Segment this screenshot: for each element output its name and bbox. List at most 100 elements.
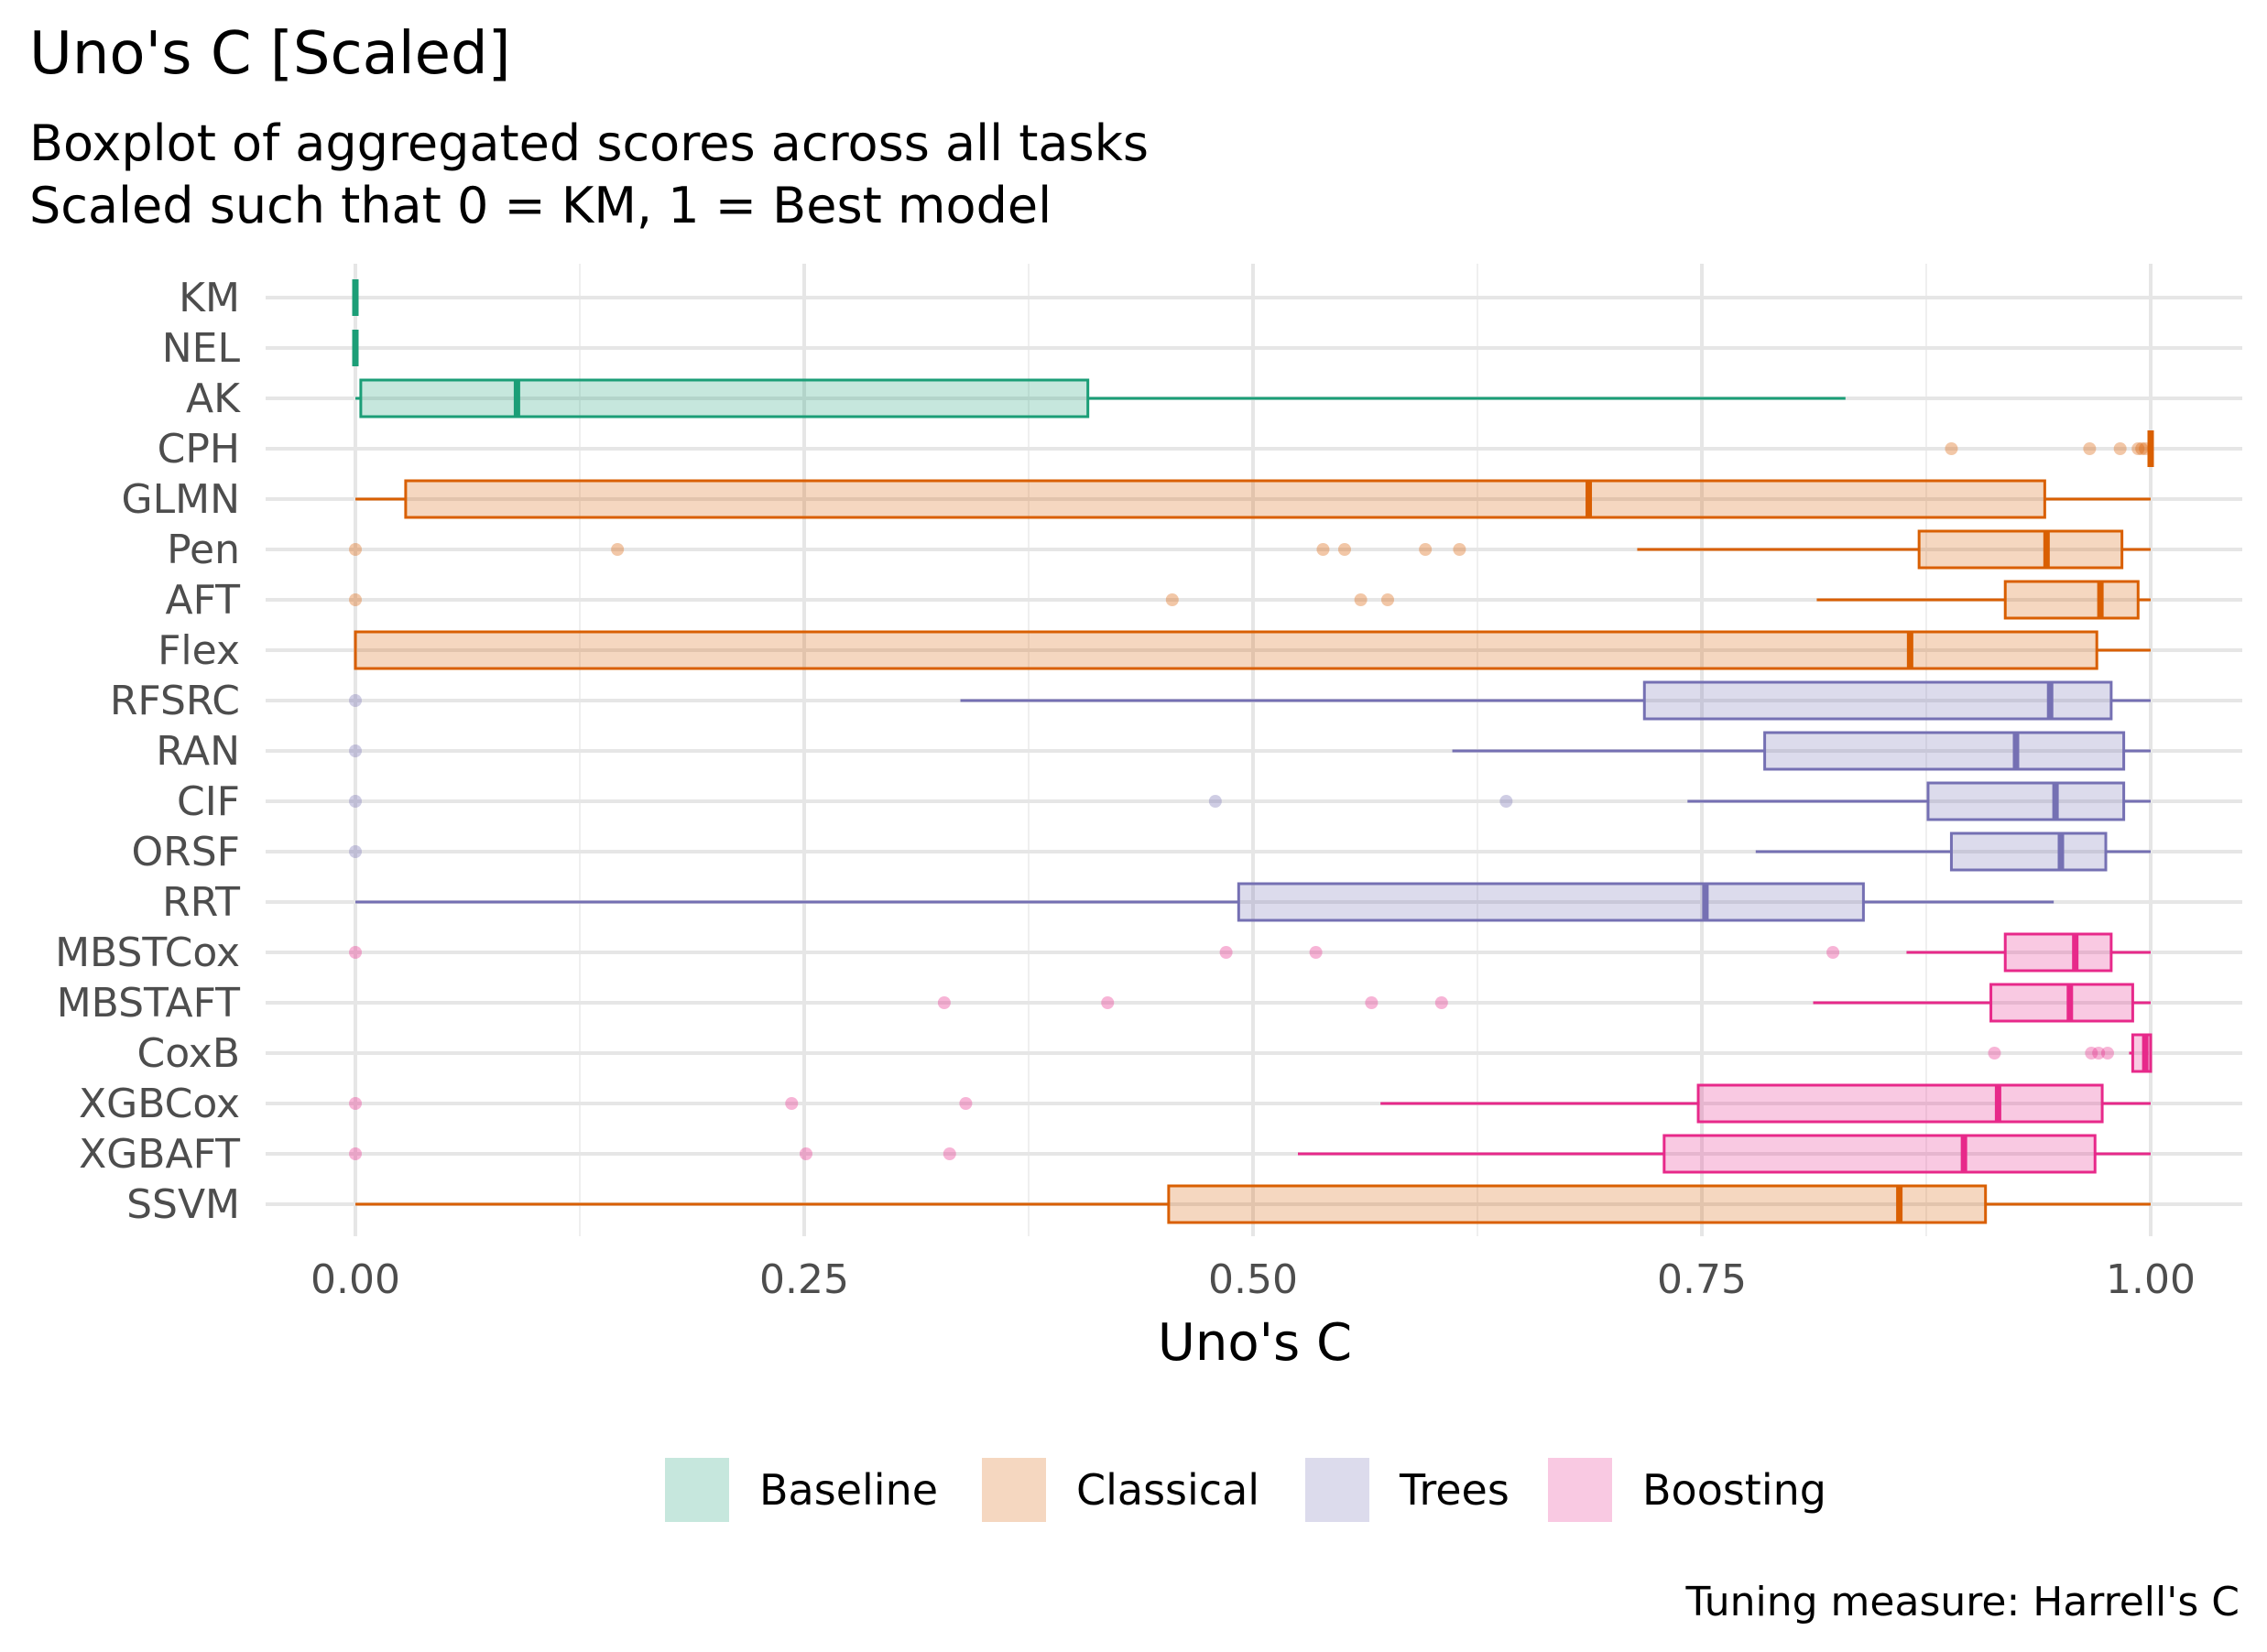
box: [404, 479, 2046, 519]
outlier-point: [937, 996, 951, 1009]
outlier-point: [799, 1147, 812, 1160]
outlier-point: [2135, 442, 2149, 455]
outlier-point: [943, 1147, 956, 1160]
boxplot-ak: [355, 378, 1846, 418]
box: [2003, 580, 2140, 620]
x-tick-label: 0.75: [1657, 1256, 1747, 1303]
outlier-point: [1945, 442, 1958, 455]
boxplot-rfsrc: [349, 680, 2151, 721]
box: [1926, 781, 2126, 821]
box: [2003, 932, 2113, 973]
y-tick-label: CoxB: [136, 1030, 240, 1077]
y-tick-label: MBSTAFT: [57, 980, 240, 1027]
boxplot-rrt: [355, 882, 2054, 922]
outlier-point: [349, 946, 362, 959]
y-tick-label: RFSRC: [110, 678, 240, 724]
boxplot-aft: [349, 580, 2151, 620]
y-tick-label: XGBCox: [79, 1081, 240, 1127]
outlier-point: [349, 1147, 362, 1160]
box: [1167, 1184, 1988, 1224]
y-tick-label: XGBAFT: [79, 1131, 240, 1178]
boxplot-cif: [349, 781, 2151, 821]
y-tick-label: AK: [186, 375, 241, 422]
y-tick-label: KM: [179, 275, 240, 321]
y-tick-label: ORSF: [132, 829, 240, 875]
box: [354, 630, 2098, 670]
y-tick-label: Flex: [158, 627, 240, 674]
x-tick-label: 0.25: [759, 1256, 849, 1303]
y-tick-label: SSVM: [126, 1181, 240, 1228]
outlier-point: [1208, 795, 1222, 808]
x-tick-label: 0.50: [1208, 1256, 1298, 1303]
legend-item-boosting: Boosting: [1548, 1458, 1826, 1522]
legend-swatch: [982, 1458, 1046, 1522]
y-tick-label: RAN: [156, 728, 240, 775]
box: [1237, 882, 1865, 922]
y-tick-label: GLMN: [122, 476, 241, 523]
box: [359, 378, 1090, 418]
outlier-point: [1826, 946, 1840, 959]
legend-swatch: [1548, 1458, 1612, 1522]
y-tick-label: CPH: [158, 426, 240, 473]
outlier-point: [1316, 543, 1330, 556]
outlier-point: [1499, 795, 1513, 808]
outlier-point: [349, 543, 362, 556]
y-tick-label: NEL: [162, 325, 241, 372]
x-tick-label: 1.00: [2106, 1256, 2196, 1303]
outlier-point: [1434, 996, 1448, 1009]
box: [1662, 1134, 2097, 1174]
outlier-point: [1337, 543, 1351, 556]
outlier-point: [785, 1097, 799, 1110]
boxplot-glmn: [355, 479, 2151, 519]
outlier-point: [1453, 543, 1466, 556]
x-axis-title: Uno's C: [1158, 1313, 1352, 1373]
boxplot-coxb: [1988, 1033, 2153, 1073]
boxplot-pen: [349, 529, 2151, 570]
legend-item-classical: Classical: [982, 1458, 1259, 1522]
legend-swatch: [1305, 1458, 1369, 1522]
label-layer: 0.00 0.25 0.50 0.75 1.00 KMNELAKCPHGLMNPenAFT…: [55, 275, 2196, 1303]
boxplot-orsf: [349, 831, 2151, 872]
legend-item-trees: Trees: [1305, 1458, 1510, 1522]
y-tick-label: MBSTCox: [55, 929, 240, 976]
legend: Baseline Classical Trees Boosting: [665, 1458, 1826, 1522]
outlier-point: [349, 593, 362, 606]
chart-caption: Tuning measure: Harrell's C: [1685, 1579, 2240, 1625]
outlier-point: [959, 1097, 973, 1110]
legend-swatch: [665, 1458, 729, 1522]
x-tick-label: 0.00: [311, 1256, 400, 1303]
box: [1763, 731, 2126, 771]
outlier-point: [2092, 1047, 2106, 1060]
outlier-point: [1988, 1047, 2001, 1060]
outlier-point: [1309, 946, 1323, 959]
box: [1696, 1083, 2104, 1124]
box: [1949, 831, 2108, 872]
legend-label: Classical: [1076, 1465, 1259, 1515]
legend-label: Baseline: [759, 1465, 938, 1515]
outlier-point: [2083, 442, 2097, 455]
chart-subtitle-line-1: Boxplot of aggregated scores across all …: [29, 114, 1149, 172]
boxplot-mbstcox: [349, 932, 2151, 973]
outlier-point: [611, 543, 625, 556]
y-tick-label: RRT: [162, 879, 240, 926]
y-tick-label: AFT: [165, 577, 240, 624]
legend-label: Trees: [1399, 1465, 1510, 1515]
box: [1917, 529, 2124, 570]
outlier-point: [2085, 1047, 2098, 1060]
boxplot-ssvm: [355, 1184, 2151, 1224]
boxplot-mbstaft: [937, 983, 2151, 1023]
outlier-point: [2131, 442, 2145, 455]
outlier-point: [1419, 543, 1433, 556]
outlier-point: [349, 845, 362, 858]
y-tick-label: CIF: [177, 778, 240, 825]
outlier-point: [1165, 593, 1179, 606]
boxplot-flex: [354, 630, 2151, 670]
outlier-point: [1101, 996, 1115, 1009]
boxplot-cph: [1945, 430, 2154, 467]
y-tick-label: Pen: [167, 527, 240, 573]
outlier-point: [2113, 442, 2127, 455]
chart-subtitle-line-2: Scaled such that 0 = KM, 1 = Best model: [29, 177, 1052, 234]
box: [1642, 680, 2113, 721]
outlier-point: [349, 744, 362, 757]
chart-title: Uno's C [Scaled]: [29, 20, 511, 88]
